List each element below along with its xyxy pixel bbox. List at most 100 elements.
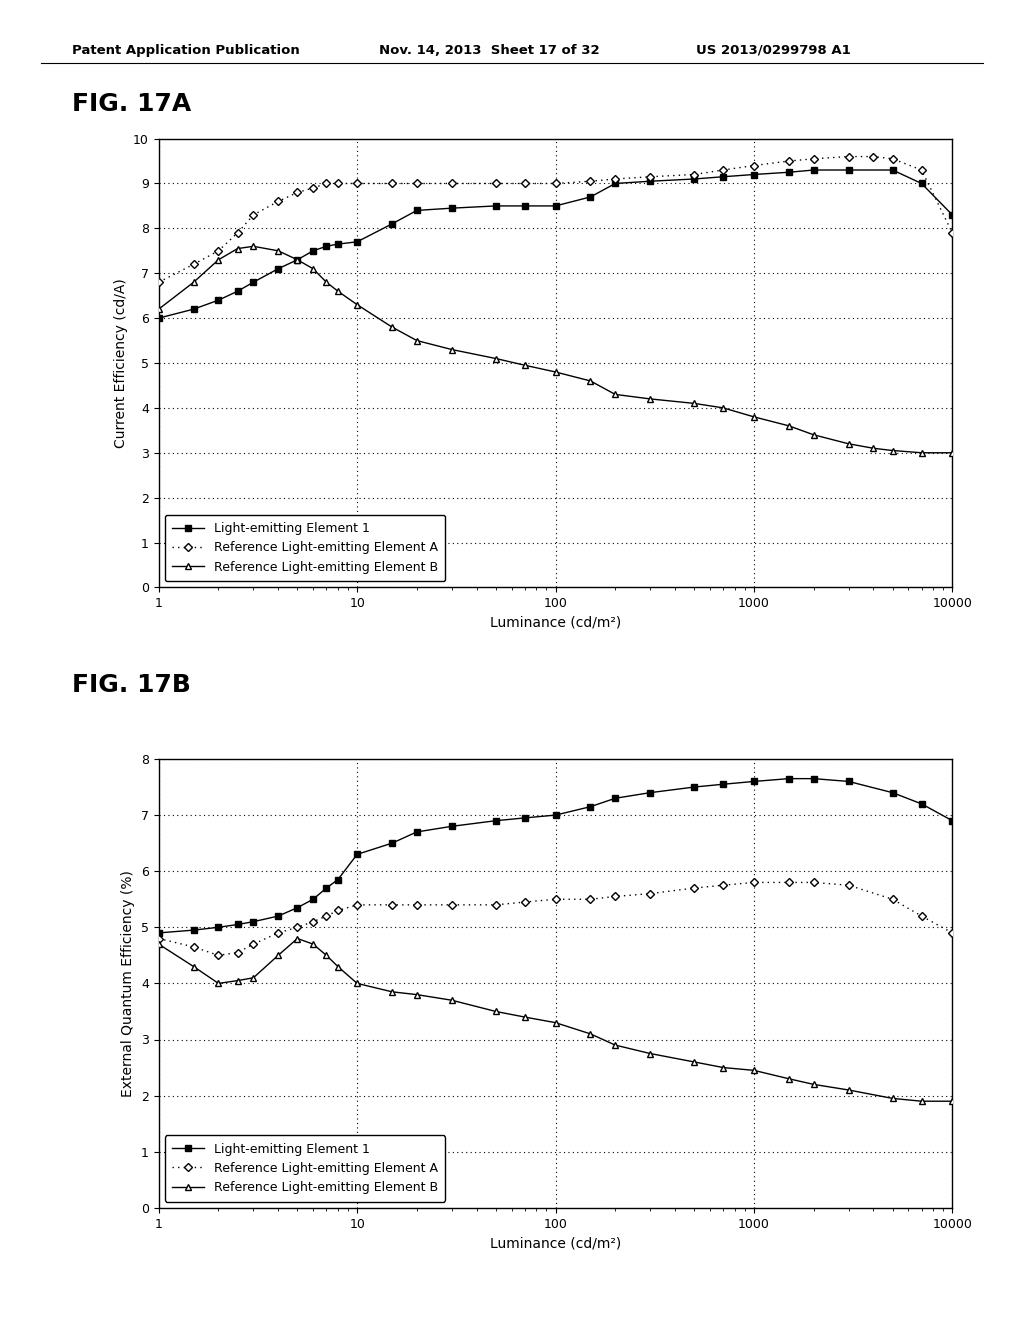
Reference Light-emitting Element B <box>609 1038 622 1053</box>
Reference Light-emitting Element B <box>386 983 398 999</box>
Reference Light-emitting Element A <box>585 891 597 907</box>
Light-emitting Element 1 <box>231 284 244 300</box>
Light-emitting Element 1 <box>332 236 344 252</box>
Reference Light-emitting Element B <box>272 243 285 259</box>
Reference Light-emitting Element A <box>717 878 729 894</box>
Reference Light-emitting Element B <box>445 342 458 358</box>
Reference Light-emitting Element B <box>585 374 597 389</box>
Reference Light-emitting Element B <box>411 333 423 348</box>
Light-emitting Element 1 <box>212 292 224 308</box>
Light-emitting Element 1 <box>782 771 795 787</box>
Reference Light-emitting Element B <box>411 986 423 1003</box>
Reference Light-emitting Element B <box>585 1026 597 1041</box>
Y-axis label: Current Efficiency (cd/A): Current Efficiency (cd/A) <box>114 279 128 447</box>
Light-emitting Element 1 <box>609 176 622 191</box>
Light-emitting Element 1 <box>644 784 656 800</box>
Light-emitting Element 1 <box>518 810 530 826</box>
Y-axis label: External Quantum Efficiency (%): External Quantum Efficiency (%) <box>122 870 135 1097</box>
Reference Light-emitting Element B <box>782 418 795 434</box>
Reference Light-emitting Element B <box>549 1015 561 1031</box>
Reference Light-emitting Element A <box>688 880 700 896</box>
Light-emitting Element 1 <box>887 162 899 178</box>
Line: Reference Light-emitting Element A: Reference Light-emitting Element A <box>156 153 955 285</box>
Reference Light-emitting Element B <box>351 975 364 991</box>
Light-emitting Element 1 <box>386 836 398 851</box>
Light-emitting Element 1 <box>915 176 928 191</box>
Reference Light-emitting Element B <box>231 973 244 989</box>
X-axis label: Luminance (cd/m²): Luminance (cd/m²) <box>489 615 622 630</box>
Reference Light-emitting Element A <box>808 150 820 166</box>
Reference Light-emitting Element A <box>321 176 333 191</box>
Reference Light-emitting Element A <box>518 894 530 909</box>
Reference Light-emitting Element A <box>187 256 200 272</box>
Reference Light-emitting Element B <box>549 364 561 380</box>
Reference Light-emitting Element B <box>247 239 259 255</box>
Line: Light-emitting Element 1: Light-emitting Element 1 <box>156 168 955 321</box>
Light-emitting Element 1 <box>187 301 200 317</box>
Reference Light-emitting Element A <box>915 162 928 178</box>
Text: FIG. 17B: FIG. 17B <box>72 673 190 697</box>
Reference Light-emitting Element A <box>518 176 530 191</box>
Light-emitting Element 1 <box>609 791 622 807</box>
Reference Light-emitting Element A <box>946 224 958 240</box>
Legend: Light-emitting Element 1, Reference Light-emitting Element A, Reference Light-em: Light-emitting Element 1, Reference Ligh… <box>165 1135 445 1201</box>
Light-emitting Element 1 <box>321 880 333 896</box>
Reference Light-emitting Element A <box>332 176 344 191</box>
Reference Light-emitting Element B <box>153 301 165 317</box>
Reference Light-emitting Element B <box>717 1060 729 1076</box>
Light-emitting Element 1 <box>688 172 700 187</box>
Reference Light-emitting Element A <box>247 207 259 223</box>
Reference Light-emitting Element B <box>231 240 244 256</box>
Reference Light-emitting Element A <box>887 891 899 907</box>
Line: Reference Light-emitting Element B: Reference Light-emitting Element B <box>156 936 955 1104</box>
Light-emitting Element 1 <box>748 774 760 789</box>
Reference Light-emitting Element A <box>153 275 165 290</box>
Reference Light-emitting Element A <box>782 153 795 169</box>
Light-emitting Element 1 <box>585 799 597 814</box>
Reference Light-emitting Element B <box>187 958 200 974</box>
Reference Light-emitting Element A <box>489 898 502 913</box>
Reference Light-emitting Element B <box>946 445 958 461</box>
Reference Light-emitting Element A <box>445 898 458 913</box>
Text: Patent Application Publication: Patent Application Publication <box>72 44 299 57</box>
Light-emitting Element 1 <box>946 813 958 829</box>
Light-emitting Element 1 <box>153 925 165 941</box>
Reference Light-emitting Element A <box>386 898 398 913</box>
Reference Light-emitting Element B <box>489 1003 502 1019</box>
Reference Light-emitting Element B <box>609 387 622 403</box>
Reference Light-emitting Element B <box>717 400 729 416</box>
Reference Light-emitting Element B <box>153 936 165 952</box>
Line: Reference Light-emitting Element B: Reference Light-emitting Element B <box>156 243 955 455</box>
Reference Light-emitting Element B <box>688 396 700 412</box>
Reference Light-emitting Element B <box>915 1093 928 1109</box>
Text: US 2013/0299798 A1: US 2013/0299798 A1 <box>696 44 851 57</box>
Light-emitting Element 1 <box>445 818 458 834</box>
Reference Light-emitting Element B <box>518 358 530 374</box>
Reference Light-emitting Element A <box>717 162 729 178</box>
Reference Light-emitting Element A <box>411 176 423 191</box>
Light-emitting Element 1 <box>843 162 855 178</box>
Light-emitting Element 1 <box>291 900 303 916</box>
Reference Light-emitting Element A <box>946 925 958 941</box>
Reference Light-emitting Element A <box>644 169 656 185</box>
Light-emitting Element 1 <box>272 261 285 277</box>
Light-emitting Element 1 <box>411 824 423 840</box>
Light-emitting Element 1 <box>247 275 259 290</box>
Reference Light-emitting Element B <box>351 297 364 313</box>
Reference Light-emitting Element A <box>291 185 303 201</box>
Reference Light-emitting Element A <box>489 176 502 191</box>
Light-emitting Element 1 <box>489 198 502 214</box>
Reference Light-emitting Element B <box>212 252 224 268</box>
Reference Light-emitting Element B <box>386 319 398 335</box>
Reference Light-emitting Element B <box>644 1045 656 1061</box>
Reference Light-emitting Element B <box>867 441 880 457</box>
Reference Light-emitting Element A <box>291 919 303 935</box>
Reference Light-emitting Element A <box>843 149 855 165</box>
Light-emitting Element 1 <box>782 164 795 180</box>
Reference Light-emitting Element B <box>332 958 344 974</box>
Reference Light-emitting Element B <box>291 252 303 268</box>
Reference Light-emitting Element B <box>843 436 855 451</box>
Reference Light-emitting Element A <box>386 176 398 191</box>
Reference Light-emitting Element A <box>231 945 244 961</box>
Reference Light-emitting Element A <box>307 180 319 195</box>
